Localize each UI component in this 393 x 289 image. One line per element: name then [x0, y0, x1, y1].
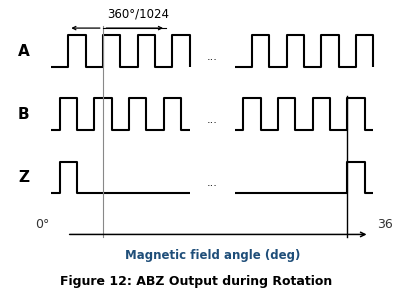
Text: B: B: [18, 107, 29, 122]
Text: 360°/1024: 360°/1024: [107, 8, 169, 21]
Text: Magnetic field angle (deg): Magnetic field angle (deg): [125, 249, 300, 262]
Text: ...: ...: [207, 115, 218, 125]
Text: 360°: 360°: [377, 218, 393, 231]
Text: A: A: [18, 44, 29, 59]
Text: 0°: 0°: [35, 218, 50, 231]
Text: ...: ...: [207, 52, 218, 62]
Text: Z: Z: [18, 170, 29, 185]
Text: ...: ...: [207, 178, 218, 188]
Text: Figure 12: ABZ Output during Rotation: Figure 12: ABZ Output during Rotation: [61, 275, 332, 288]
